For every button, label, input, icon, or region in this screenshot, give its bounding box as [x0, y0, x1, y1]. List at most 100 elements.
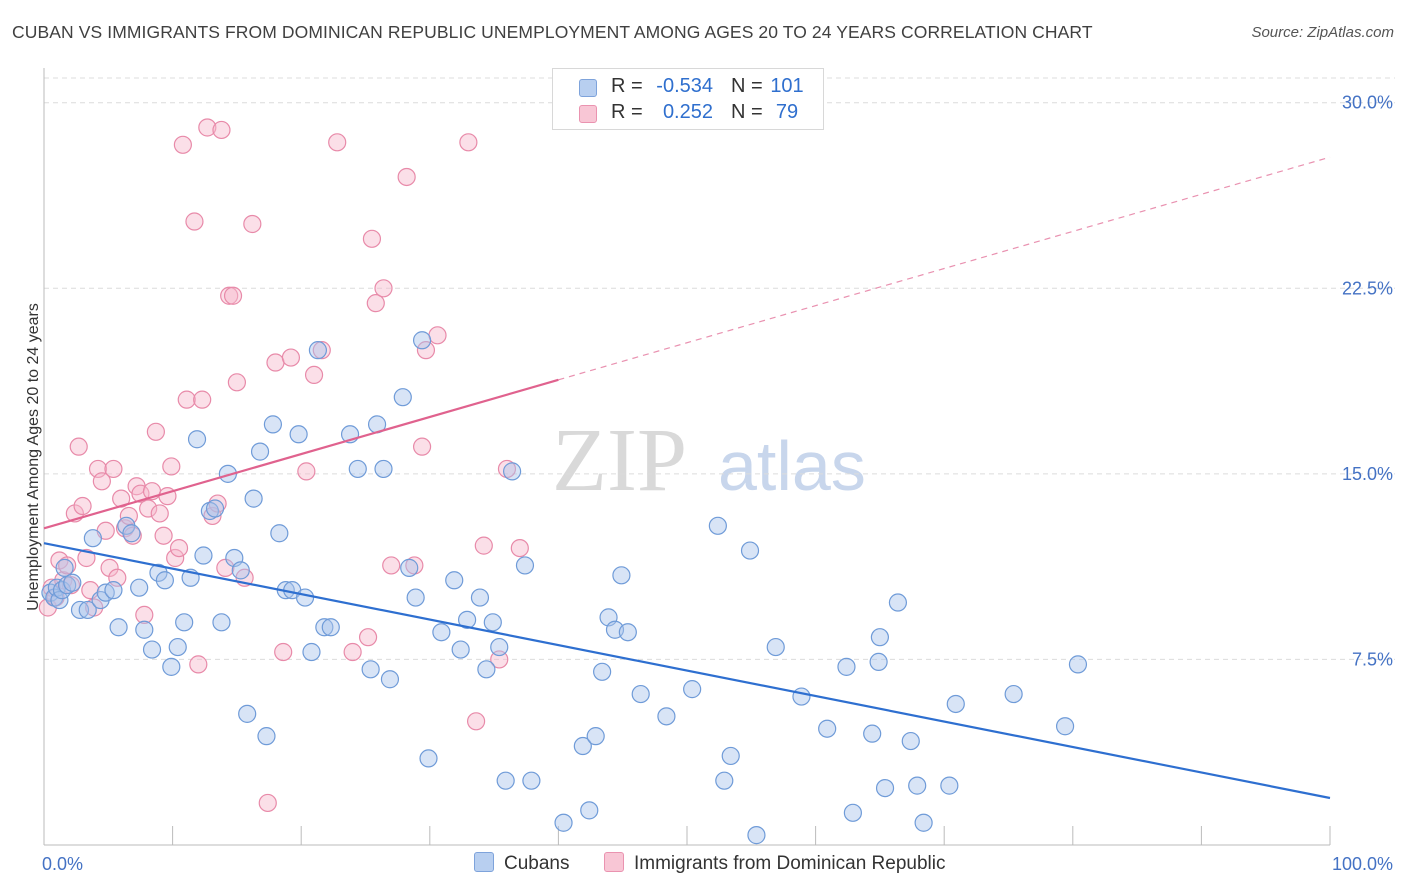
dominican-point — [474, 536, 493, 555]
cuban-point — [843, 803, 862, 822]
cuban-point — [257, 727, 276, 746]
cuban-point — [747, 826, 766, 845]
cuban-point — [869, 652, 888, 672]
watermark-zip: ZIP — [552, 411, 687, 510]
dominican-point — [243, 214, 262, 234]
cuban-point — [618, 623, 637, 642]
dominican-point — [328, 133, 347, 152]
dominican-point — [154, 526, 173, 545]
cuban-point — [205, 499, 225, 518]
legend-r-label: R = — [611, 75, 643, 97]
cuban-point — [818, 719, 837, 738]
cuban-point — [612, 566, 631, 585]
cuban-point — [194, 546, 213, 565]
cuban-point — [554, 813, 573, 832]
legend-r-label: R = — [611, 101, 643, 123]
cuban-point — [708, 516, 727, 535]
cuban-point — [78, 600, 97, 620]
cuban-point — [573, 736, 592, 756]
cuban-point — [212, 613, 231, 632]
cuban-point — [321, 618, 340, 637]
dominican-point — [374, 279, 393, 298]
dominican-point — [173, 135, 192, 154]
cuban-point — [580, 801, 599, 820]
cuban-point — [295, 588, 315, 607]
dominican-point — [258, 793, 277, 813]
dominican-point — [198, 118, 217, 137]
cuban-point — [104, 581, 123, 600]
cuban-point — [631, 684, 650, 704]
cuban-point — [187, 430, 207, 449]
bottom-legend-dominican: Immigrants from Dominican Republic — [604, 852, 946, 875]
dominican-point — [216, 558, 235, 577]
cuban-point — [419, 749, 438, 768]
cuban-point — [863, 724, 882, 743]
cuban-point — [490, 637, 509, 657]
cuban-point — [1004, 684, 1023, 704]
legend-n-value: 79 — [775, 101, 799, 123]
cuban-point — [901, 731, 920, 751]
cuban-point — [130, 578, 149, 597]
cuban-point — [393, 388, 412, 407]
legend-row-dominican: R = 0.252 N = 79 — [553, 101, 823, 127]
cuban-point — [109, 618, 128, 637]
legend-row-cubans: R = -0.534 N = 101 — [553, 75, 823, 101]
dominican-point — [227, 373, 246, 392]
cuban-point — [308, 341, 328, 360]
chart-title: CUBAN VS IMMIGRANTS FROM DOMINICAN REPUB… — [12, 22, 1093, 42]
dominican-point — [274, 642, 293, 662]
y-tick-label: 22.5% — [1342, 278, 1393, 298]
dominican-point — [169, 538, 189, 558]
cuban-point — [483, 613, 502, 632]
cuban-point — [470, 588, 490, 607]
dominican-point — [208, 494, 227, 513]
cuban-point — [263, 415, 283, 434]
x-tick-label: 0.0% — [42, 854, 83, 874]
dominican-point — [220, 286, 239, 305]
dominican-point — [73, 496, 92, 516]
y-tick-label: 15.0% — [1342, 464, 1393, 484]
dominican-point — [490, 650, 509, 669]
dominican-point — [69, 437, 88, 456]
dominican-point — [139, 499, 158, 518]
cuban-point — [946, 694, 965, 714]
cuban-point — [52, 581, 72, 600]
y-axis-label: Unemployment Among Ages 20 to 24 years — [25, 303, 42, 611]
dominican-point — [177, 390, 196, 409]
cuban-point — [914, 813, 933, 832]
cuban-point — [63, 573, 82, 592]
dominican-point — [362, 229, 382, 248]
cuban-point — [586, 727, 605, 746]
cuban-point — [361, 660, 380, 679]
dominican-point — [397, 167, 416, 187]
dominican-point — [358, 628, 378, 647]
cuban-point — [302, 642, 321, 662]
cuban-point — [122, 524, 141, 543]
bottom-legend-cubans: Cubans — [474, 852, 570, 875]
cuban-point — [740, 541, 760, 560]
cuban-point — [721, 746, 740, 766]
cuban-point — [593, 662, 612, 681]
cuban-point — [315, 618, 334, 637]
dominican-point — [193, 390, 212, 409]
dominican-point — [510, 538, 529, 558]
cuban-point — [715, 771, 734, 790]
dominican-point — [223, 286, 243, 305]
dominican-point — [162, 457, 181, 476]
dominican-point — [343, 642, 362, 662]
cuban-point — [496, 771, 515, 790]
dominican-point — [150, 504, 169, 523]
cuban-point — [175, 613, 194, 632]
cuban-point — [792, 687, 811, 706]
dominican-trend-extension — [558, 156, 1331, 381]
legend-n-label: N = — [731, 101, 763, 123]
cuban-point — [406, 588, 425, 607]
dominican-point — [58, 556, 77, 575]
cuban-point — [149, 563, 168, 582]
cuban-point — [875, 778, 895, 798]
cuban-point — [168, 637, 187, 657]
cuban-point — [451, 640, 470, 659]
cuban-point — [1068, 655, 1088, 674]
legend-swatch-blue — [579, 79, 597, 97]
